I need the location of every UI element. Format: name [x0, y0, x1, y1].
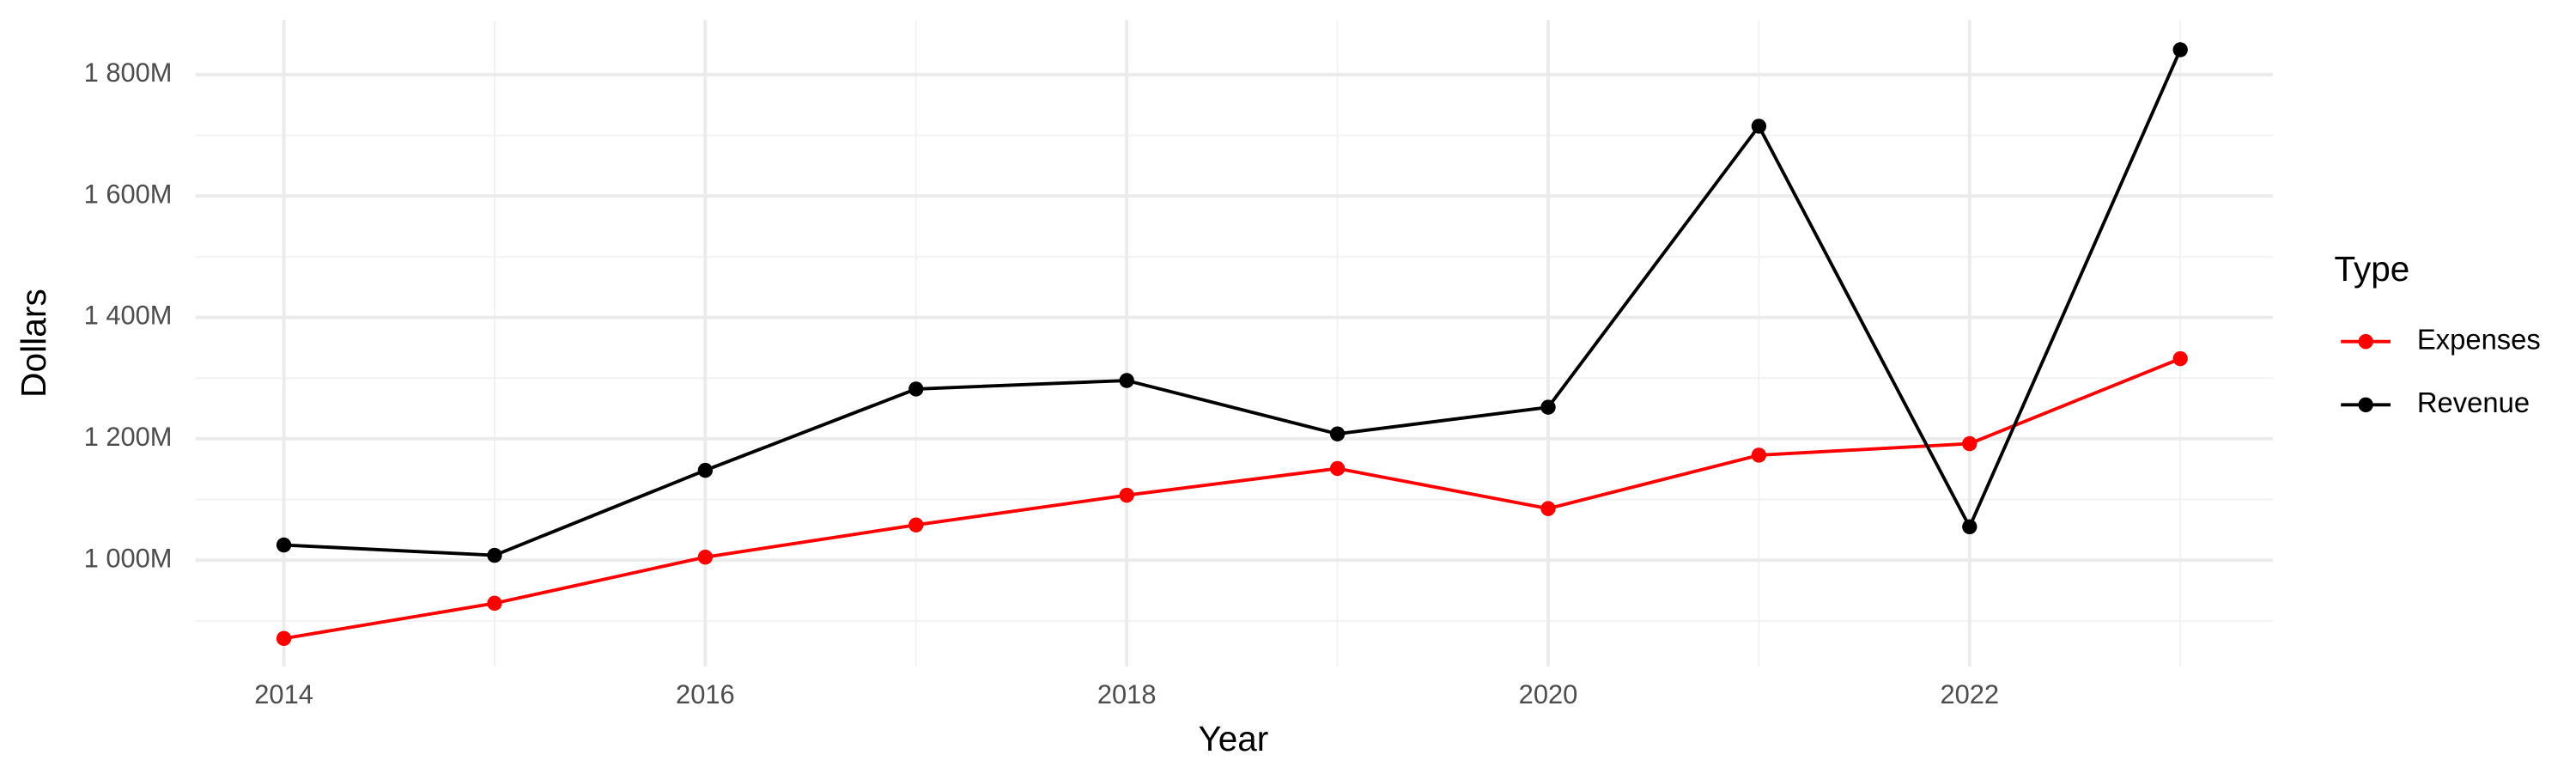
point	[2172, 350, 2188, 367]
point	[487, 595, 502, 612]
point	[276, 630, 292, 647]
line	[283, 356, 2181, 641]
point	[276, 537, 292, 553]
point	[1119, 373, 1134, 388]
point	[1751, 447, 1767, 463]
y-tick-label: 1 200M	[84, 422, 173, 452]
legend-label: Revenue	[2417, 386, 2530, 418]
legend-title: Type	[2335, 249, 2410, 289]
y-tick-label: 1 600M	[84, 179, 173, 209]
point	[1119, 487, 1134, 503]
x-tick-label: 2014	[254, 679, 313, 709]
point	[1962, 435, 1978, 452]
point	[697, 549, 714, 565]
line	[283, 49, 2182, 557]
point	[1751, 119, 1767, 134]
y-tick-label: 1 400M	[84, 301, 173, 331]
point	[1329, 460, 1346, 477]
legend-key-point	[2358, 397, 2373, 413]
point	[487, 547, 502, 563]
y-tick-label: 1 800M	[84, 58, 173, 88]
x-tick-label: 2022	[1940, 679, 1999, 709]
point	[2172, 42, 2188, 58]
x-tick-label: 2020	[1519, 679, 1578, 709]
point	[1540, 399, 1556, 415]
point	[1329, 426, 1346, 441]
y-tick-label: 1 000M	[84, 543, 173, 573]
x-tick-label: 2018	[1097, 679, 1157, 709]
point	[908, 517, 924, 533]
legend-label: Expenses	[2417, 323, 2541, 355]
x-tick-label: 2016	[676, 679, 735, 709]
point	[1962, 519, 1978, 535]
point	[697, 462, 714, 478]
point	[1540, 501, 1556, 516]
legend-key-point	[2358, 333, 2373, 350]
x-axis-title: Year	[1198, 719, 1268, 758]
y-axis-title: Dollars	[14, 289, 53, 398]
point	[908, 381, 924, 397]
